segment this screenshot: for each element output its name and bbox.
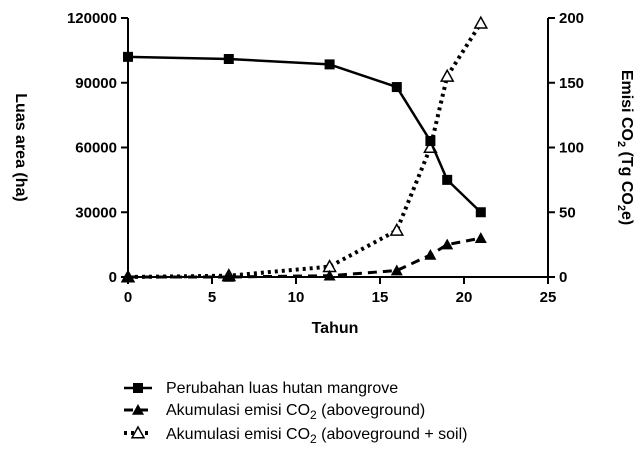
x-axis-label: Tahun (312, 320, 359, 337)
y-left-tick-label: 0 (109, 269, 117, 286)
y-right-tick-label: 100 (559, 140, 584, 157)
y-right-tick-label: 0 (559, 269, 567, 286)
series-1-point (474, 232, 487, 243)
y-left-tick-label: 60000 (75, 140, 117, 157)
series-0-point (123, 51, 133, 62)
series-0-point (324, 59, 335, 70)
series-0-point (391, 82, 402, 93)
legend: Perubahan luas hutan mangrove Akumulasi … (124, 380, 467, 446)
y-right-tick-label: 50 (559, 204, 576, 221)
series-1-point (222, 271, 235, 282)
series-1-point (390, 264, 403, 276)
y-left-tick-label: 120000 (67, 10, 117, 27)
y-left-tick-label: 90000 (75, 75, 117, 92)
plot-area: 0 5 10 15 20 25030000600009000012000005010015… (67, 10, 584, 306)
series-2-point (473, 15, 489, 29)
legend-marker (130, 425, 146, 439)
series-2-point (389, 222, 405, 236)
series-1-point (122, 271, 134, 282)
series-1-point (441, 238, 454, 250)
series-1-point (424, 248, 437, 260)
series-0-point (223, 54, 234, 65)
series-0-point (425, 136, 436, 147)
series-line-0 (127, 55, 482, 214)
series-0-point (475, 207, 486, 218)
y-axis-left-label: Luas area (ha) (12, 93, 29, 201)
y-right-tick-label: 200 (559, 10, 584, 27)
y-left-tick-label: 30000 (75, 204, 117, 221)
legend-label-aboveground: Akumulasi emisi CO2 (aboveground) (166, 402, 425, 422)
x-tick-label: 25 (540, 289, 557, 306)
series-2-point (439, 68, 455, 82)
x-tick-label: 20 (456, 289, 473, 306)
legend-marker (132, 404, 144, 415)
legend-label-area: Perubahan luas hutan mangrove (166, 380, 398, 397)
y-axis-right-label: Emisi CO2 (Tg CO2e) (615, 70, 635, 225)
x-tick-label: 5 (208, 289, 216, 306)
x-tick-label: 15 (372, 289, 389, 306)
series-1-point (323, 269, 336, 281)
x-tick-label: 10 (288, 289, 305, 306)
series-0-point (442, 174, 453, 185)
legend-label-aboveground-soil: Akumulasi emisi CO2 (aboveground + soil) (166, 426, 467, 446)
x-tick-label: 0 (124, 289, 132, 306)
legend-marker (133, 383, 143, 393)
y-right-tick-label: 150 (559, 75, 584, 92)
